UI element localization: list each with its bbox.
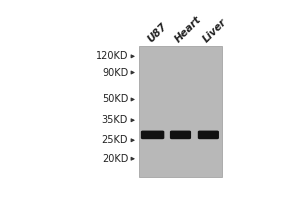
FancyBboxPatch shape	[141, 131, 164, 139]
Bar	[139, 46, 222, 177]
Text: Liver: Liver	[201, 16, 229, 44]
Text: 50KD: 50KD	[102, 94, 128, 104]
Text: U87: U87	[146, 21, 169, 44]
Text: 25KD: 25KD	[102, 135, 128, 145]
FancyBboxPatch shape	[198, 131, 219, 139]
Text: 35KD: 35KD	[102, 115, 128, 125]
Text: 90KD: 90KD	[102, 68, 128, 78]
Text: 20KD: 20KD	[102, 154, 128, 164]
Text: 120KD: 120KD	[96, 51, 128, 61]
FancyBboxPatch shape	[170, 131, 191, 139]
Text: Heart: Heart	[173, 14, 204, 44]
